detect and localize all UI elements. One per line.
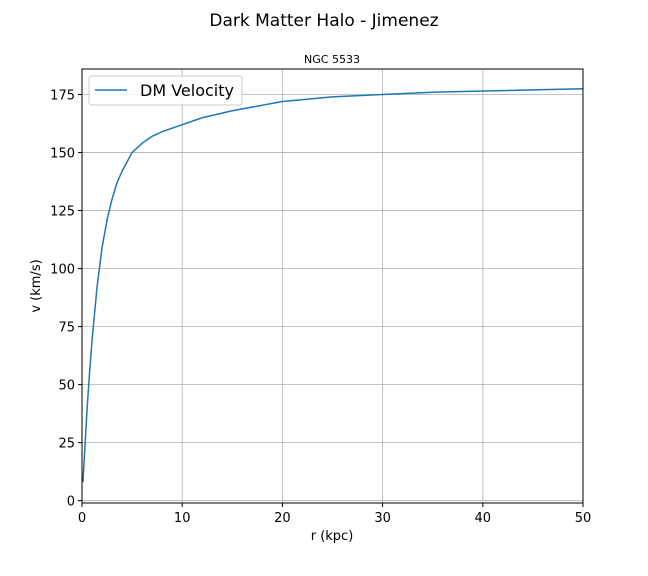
figure-suptitle: Dark Matter Halo - Jimenez (209, 11, 438, 31)
x-tick-label: 0 (78, 511, 86, 526)
axes-frame (81, 68, 584, 504)
x-tick-label: 10 (174, 511, 191, 526)
x-axis-label: r (kpc) (311, 529, 354, 544)
x-tick-label: 20 (274, 511, 291, 526)
y-tick-label: 100 (50, 263, 75, 278)
plot-area (82, 87, 584, 483)
legend-box (88, 75, 243, 106)
y-tick-label: 175 (50, 89, 75, 104)
y-tick-label: 75 (58, 321, 75, 336)
y-axis-label: v (km/s) (29, 259, 44, 312)
x-tick-label: 30 (374, 511, 391, 526)
y-tick-label: 50 (58, 379, 75, 394)
y-axis-ticks: 0 25 50 75 100 125 150 175 (50, 89, 82, 510)
x-tick-label: 40 (475, 511, 492, 526)
y-tick-label: 125 (50, 205, 75, 220)
y-tick-label: 25 (58, 437, 75, 452)
x-axis-ticks: 0 10 20 30 40 50 (78, 503, 591, 526)
legend-entry-dm-velocity: DM Velocity (140, 81, 234, 100)
y-tick-label: 150 (50, 147, 75, 162)
chart-title: NGC 5533 (304, 53, 360, 66)
x-tick-label: 50 (575, 511, 592, 526)
legend: DM Velocity (88, 75, 243, 106)
series-line-dm-velocity (82, 87, 584, 483)
y-tick-label: 0 (67, 495, 75, 510)
